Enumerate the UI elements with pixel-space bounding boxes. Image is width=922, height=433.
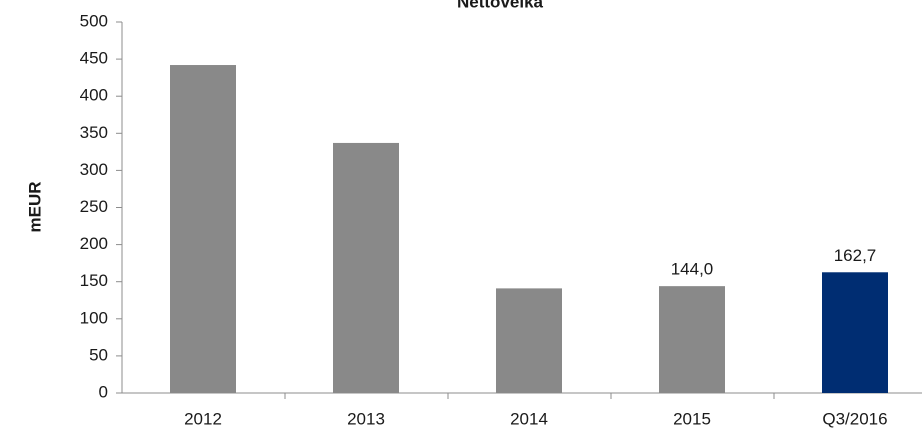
x-tick-label: 2015 bbox=[673, 409, 711, 428]
x-tick-label: 2012 bbox=[184, 409, 222, 428]
y-tick-label: 300 bbox=[80, 160, 108, 179]
y-tick-label: 200 bbox=[80, 234, 108, 253]
x-tick-label: 2014 bbox=[510, 409, 548, 428]
chart-title: Nettovelka bbox=[457, 0, 544, 11]
x-tick-label: 2013 bbox=[347, 409, 385, 428]
data-label: 162,7 bbox=[834, 246, 877, 265]
y-tick-label: 50 bbox=[89, 345, 108, 364]
bar bbox=[659, 286, 725, 393]
bar bbox=[822, 272, 888, 393]
y-tick-label: 450 bbox=[80, 49, 108, 68]
y-tick-label: 150 bbox=[80, 271, 108, 290]
y-tick-label: 350 bbox=[80, 123, 108, 142]
bar bbox=[333, 142, 399, 393]
data-label: 144,0 bbox=[671, 260, 714, 279]
y-tick-label: 250 bbox=[80, 197, 108, 216]
y-axis-label: mEUR bbox=[25, 181, 44, 232]
y-tick-label: 400 bbox=[80, 86, 108, 105]
bar bbox=[496, 288, 562, 393]
y-tick-label: 500 bbox=[80, 11, 108, 30]
x-tick-label: Q3/2016 bbox=[822, 409, 887, 428]
bar bbox=[170, 65, 236, 393]
y-tick-label: 0 bbox=[99, 382, 108, 401]
y-tick-label: 100 bbox=[80, 308, 108, 327]
